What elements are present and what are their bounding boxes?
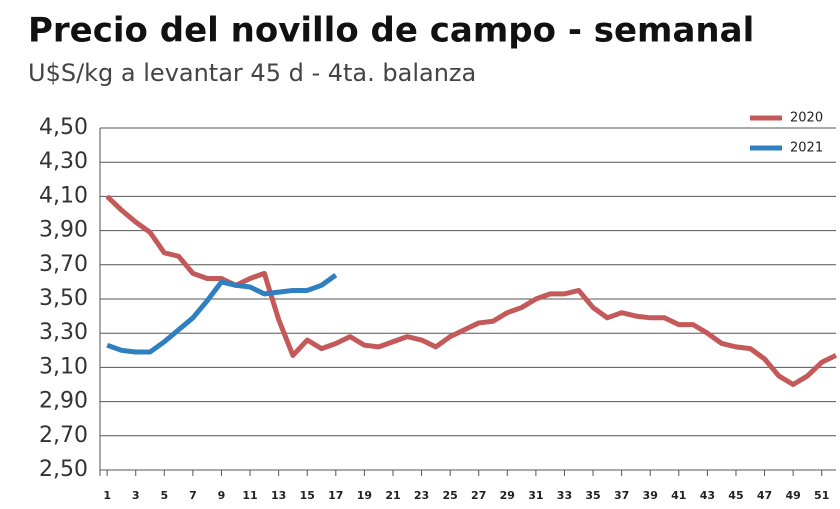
- y-tick-label: 3,70: [39, 252, 88, 277]
- x-tick-label: 15: [300, 489, 315, 502]
- x-tick-label: 7: [189, 489, 197, 502]
- y-tick-label: 3,50: [39, 286, 88, 311]
- x-tick-label: 47: [757, 489, 772, 502]
- x-tick-label: 21: [385, 489, 400, 502]
- legend-label: 2020: [790, 111, 823, 126]
- line-series: [106, 273, 338, 355]
- x-tick-label: 43: [700, 489, 715, 502]
- y-tick-label: 3,90: [39, 218, 88, 243]
- y-tick-label: 4,10: [39, 183, 88, 208]
- x-tick-label: 19: [357, 489, 372, 502]
- y-tick-label: 4,30: [39, 149, 88, 174]
- y-tick-label: 2,90: [39, 389, 88, 414]
- x-tick-label: 39: [643, 489, 658, 502]
- legend-label: 2021: [790, 141, 823, 156]
- x-tick-label: 37: [614, 489, 629, 502]
- x-tick-label: 1: [103, 489, 111, 502]
- y-tick-label: 3,30: [39, 320, 88, 345]
- y-tick-label: 2,70: [39, 423, 88, 448]
- x-tick-label: 51: [814, 489, 829, 502]
- x-tick-label: 49: [785, 489, 800, 502]
- x-tick-label: 25: [442, 489, 457, 502]
- x-tick-label: 5: [160, 489, 168, 502]
- x-tick-label: 9: [218, 489, 226, 502]
- x-tick-label: 3: [132, 489, 140, 502]
- x-tick-label: 45: [728, 489, 743, 502]
- chart-title: Precio del novillo de campo - semanal: [28, 11, 754, 51]
- y-tick-label: 4,50: [39, 115, 88, 140]
- x-tick-label: 41: [671, 489, 686, 502]
- x-tick-label: 27: [471, 489, 486, 502]
- x-tick-label: 29: [500, 489, 515, 502]
- x-tick-label: 13: [271, 489, 286, 502]
- y-tick-label: 3,10: [39, 354, 88, 379]
- x-tick-label: 31: [528, 489, 543, 502]
- x-tick-label: 23: [414, 489, 429, 502]
- x-tick-label: 17: [328, 489, 343, 502]
- chart-subtitle: U$S/kg a levantar 45 d - 4ta. balanza: [28, 59, 476, 87]
- x-tick-label: 35: [585, 489, 600, 502]
- y-tick-label: 2,50: [39, 457, 88, 482]
- x-tick-label: 11: [242, 489, 257, 502]
- x-tick-label: 33: [557, 489, 572, 502]
